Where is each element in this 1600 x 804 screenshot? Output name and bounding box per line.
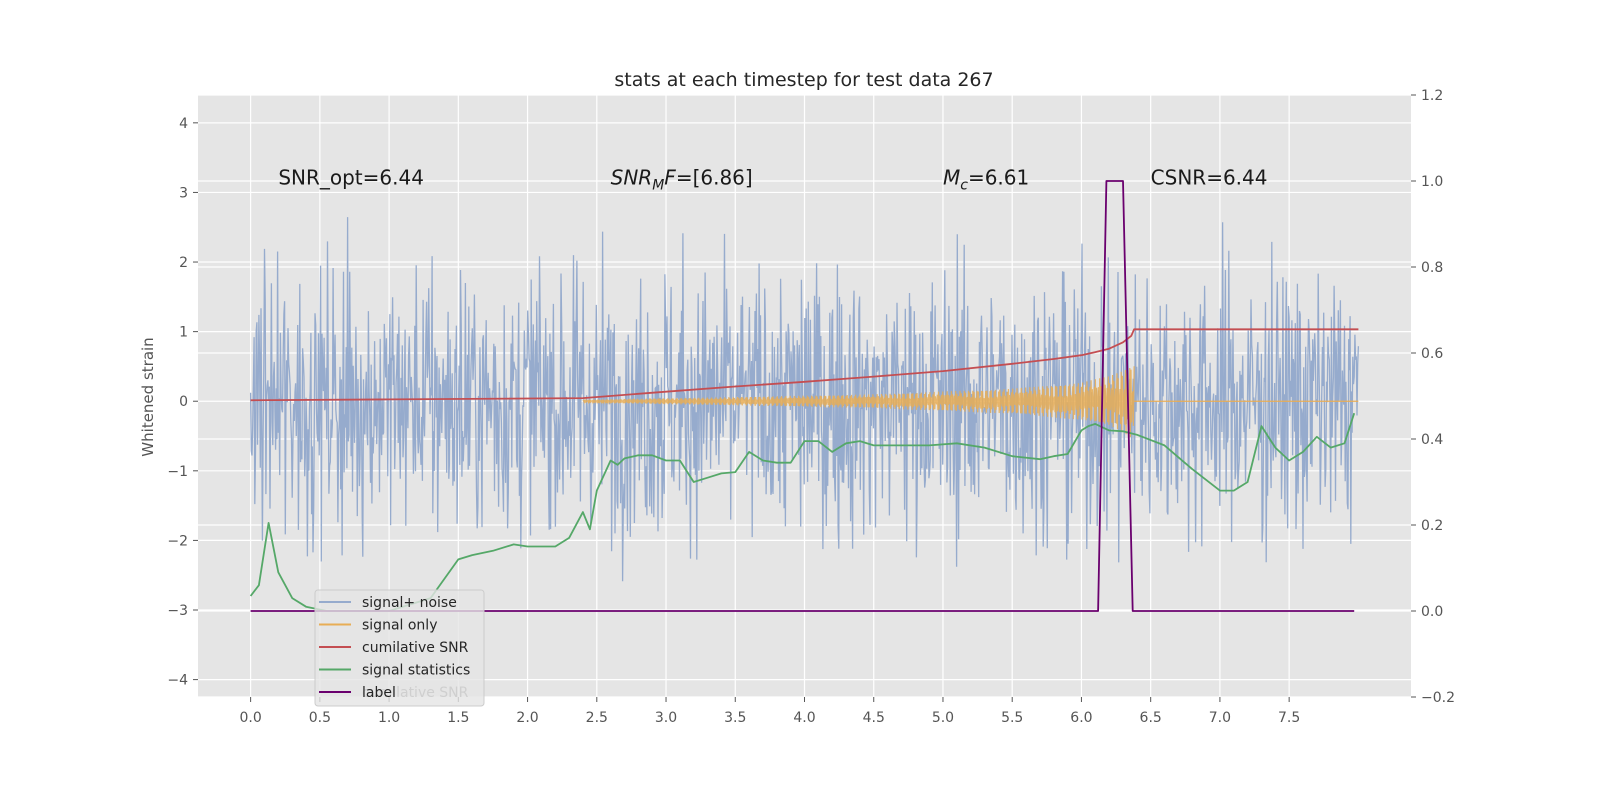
x-tick-label: 4.5 [863,710,885,726]
annotation-suffix-italic: F [664,166,676,190]
x-tick-label: 7.5 [1278,710,1300,726]
y-tick-label: 3 [179,185,188,201]
x-tick-label: 1.5 [447,710,469,726]
series-signal-only [582,366,1135,438]
x-tick-label: 6.5 [1140,710,1162,726]
series-label [250,180,1355,612]
y-tick-label: −4 [167,673,188,689]
x-tick-label: 2.5 [586,710,608,726]
chart-title: stats at each timestep for test data 267 [614,69,993,91]
y-tick-label: −2 [167,533,188,549]
x-tick-label: 7.0 [1209,710,1231,726]
legend-label: label [362,685,396,701]
x-tick-label: 2.0 [516,710,538,726]
y-right-tick-label: 0.8 [1421,260,1443,276]
y-right-tick-label: 0.0 [1421,604,1443,620]
y-tick-label: 2 [179,255,188,271]
y-right-tick-label: 1.2 [1421,88,1443,104]
annotation-subscript: M [652,178,664,194]
x-tick-label: 5.5 [1001,710,1023,726]
y-right-tick-label: 1.0 [1421,174,1443,190]
y-tick-label: 4 [179,116,188,132]
legend-label: signal only [362,618,437,634]
annotation-suffix: F=[6.86] [664,166,752,190]
annotation-main: M [943,166,960,190]
series-signal-statistics [249,412,1356,612]
x-tick-label: 1.0 [378,710,400,726]
y-tick-label: −1 [167,464,188,480]
annotation-suffix: =6.61 [968,166,1029,190]
legend: cumilative SNR signal+ noise signal only cu… [314,589,485,707]
y-tick-label: 0 [179,394,188,410]
y-right-tick-label: 0.2 [1421,518,1443,534]
y-right-tick-label: 0.4 [1421,432,1443,448]
annotation-subscript: c [960,178,968,194]
annotation: SNR_opt=6.44 [278,166,424,190]
legend-label: signal+ noise [362,595,457,611]
annotation-main: SNR [611,166,653,190]
x-tick-label: 5.0 [932,710,954,726]
y-axis-label: Whitened strain [139,337,157,456]
legend-overlapped-text: cumilative SNR [362,685,469,701]
annotation: CSNR=6.44 [1151,166,1268,190]
y-tick-label: −3 [167,603,188,619]
x-tick-label: 3.0 [655,710,677,726]
annotation: SNRMF=[6.86] [611,166,753,194]
legend-label: cumilative SNR [362,640,469,656]
annotation: Mc=6.61 [943,166,1029,194]
y-tick-label: 1 [179,325,188,341]
x-tick-label: 0.5 [309,710,331,726]
x-tick-label: 4.0 [793,710,815,726]
legend-label: signal statistics [362,663,470,679]
annotation-suffix-value: =[6.86] [676,166,753,190]
y-right-tick-label: 0.6 [1421,346,1443,362]
x-tick-label: 0.0 [239,710,261,726]
y-right-tick-label: −0.2 [1421,690,1455,706]
legend-box [314,589,485,707]
x-tick-label: 6.0 [1070,710,1092,726]
x-tick-label: 3.5 [724,710,746,726]
